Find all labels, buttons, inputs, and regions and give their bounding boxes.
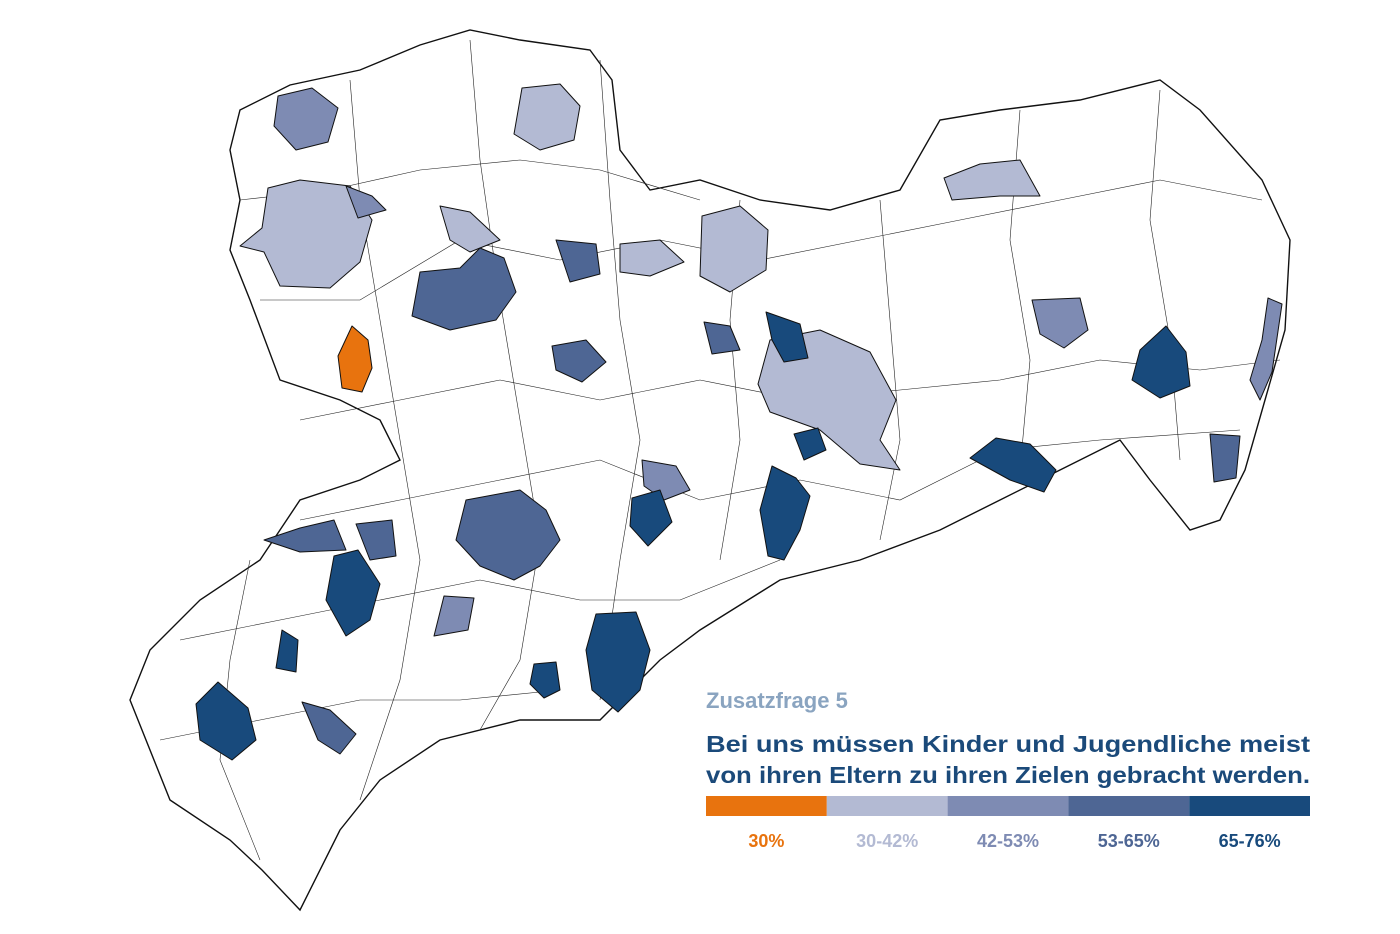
- question-line: Bei uns müssen Kinder und Jugendliche me…: [706, 731, 1310, 757]
- region: [337, 325, 373, 393]
- region: [325, 549, 381, 637]
- region: [765, 311, 809, 363]
- region: [585, 611, 651, 713]
- region: [273, 87, 339, 151]
- region: [239, 179, 373, 289]
- classed-regions: [195, 83, 1283, 761]
- region: [411, 247, 517, 331]
- legend-swatch: [706, 796, 827, 816]
- region: [969, 437, 1057, 493]
- region: [619, 239, 685, 277]
- region: [355, 519, 397, 561]
- map: [129, 29, 1291, 912]
- legend-label: 30-42%: [856, 831, 918, 851]
- region: [195, 681, 257, 761]
- question-line: von ihren Eltern zu ihren Zielen gebrach…: [706, 762, 1310, 788]
- state-outline: [129, 29, 1291, 912]
- region: [555, 239, 601, 283]
- region: [759, 465, 811, 561]
- region: [439, 205, 501, 253]
- region: [433, 595, 475, 637]
- region: [345, 185, 387, 219]
- region: [757, 329, 901, 471]
- legend: 30% 30-42% 42-53% 53-65% 65-76%: [706, 796, 1310, 851]
- region: [943, 159, 1041, 201]
- question: Bei uns müssen Kinder und Jugendliche me…: [706, 731, 1310, 788]
- legend-swatch: [1068, 796, 1190, 816]
- region: [629, 489, 673, 547]
- region: [641, 459, 691, 501]
- region: [1031, 297, 1089, 349]
- legend-label: 30%: [748, 831, 784, 851]
- region: [1209, 433, 1241, 483]
- region: [703, 321, 741, 355]
- region: [793, 427, 827, 461]
- region: [551, 339, 607, 383]
- legend-swatch: [826, 796, 948, 816]
- region: [1131, 325, 1191, 399]
- legend-label: 65-76%: [1219, 831, 1281, 851]
- legend-label: 53-65%: [1098, 831, 1160, 851]
- legend-swatch: [947, 796, 1069, 816]
- region: [301, 701, 357, 755]
- region: [275, 629, 299, 673]
- region: [1249, 297, 1283, 401]
- legend-label: 42-53%: [977, 831, 1039, 851]
- region: [455, 489, 561, 581]
- kicker: Zusatzfrage 5: [706, 688, 848, 713]
- region: [699, 205, 769, 293]
- region: [513, 83, 581, 151]
- legend-swatch: [1189, 796, 1310, 816]
- region: [263, 519, 347, 553]
- region: [529, 661, 561, 699]
